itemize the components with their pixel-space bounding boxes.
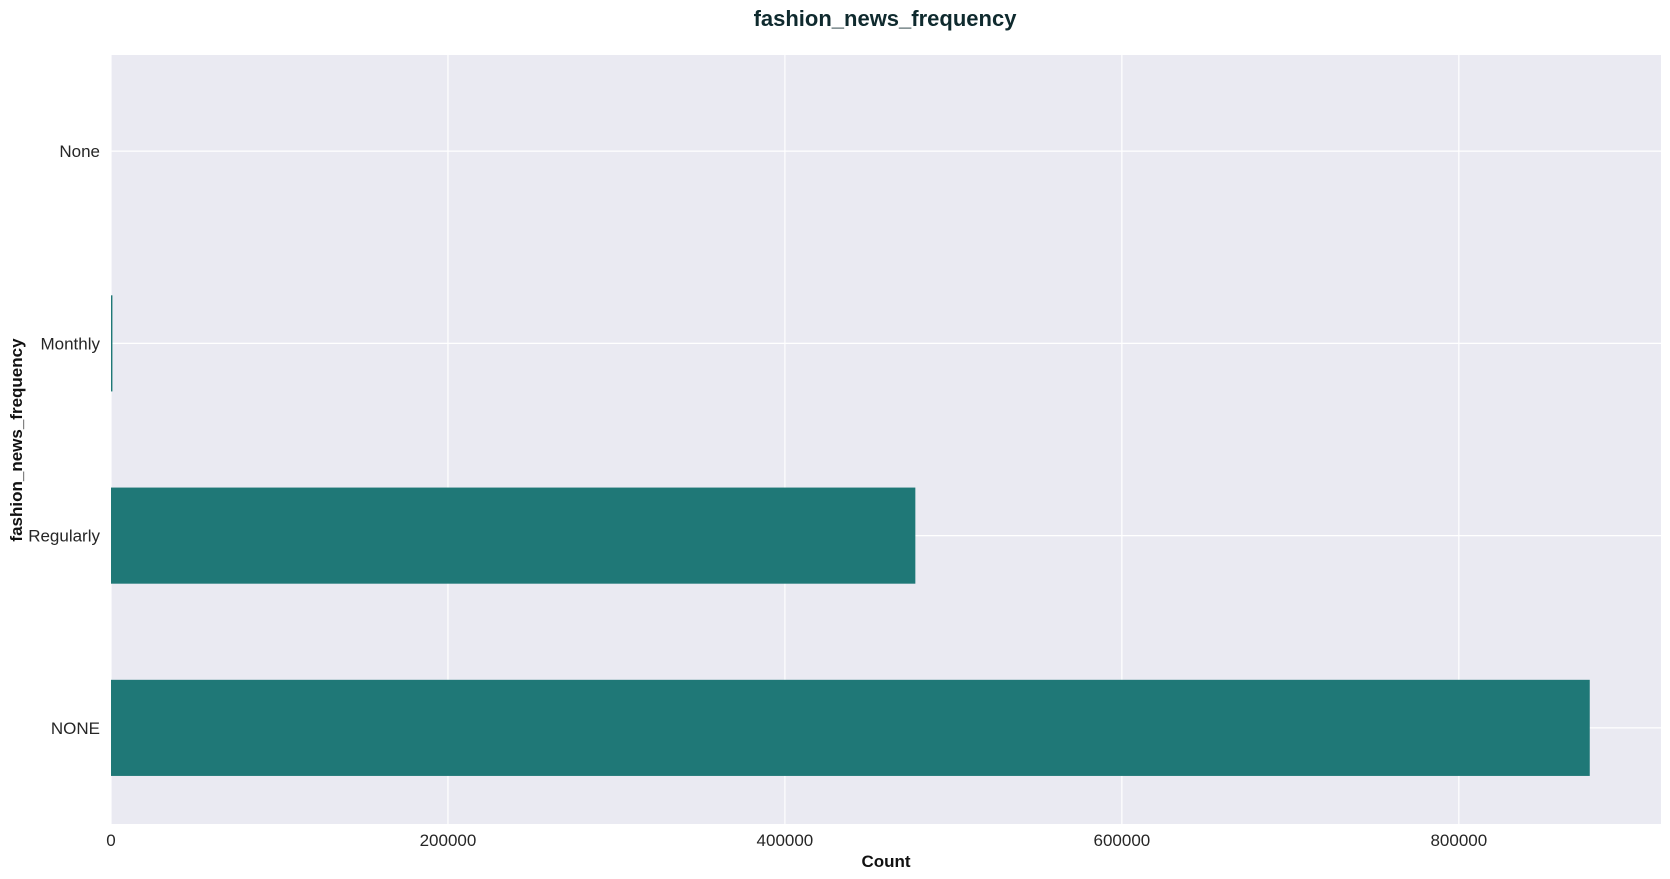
chart-title: fashion_news_frequency <box>754 6 1018 31</box>
x-tick-label: 800000 <box>1430 831 1487 850</box>
x-tick-label: 400000 <box>757 831 814 850</box>
bar-regularly <box>111 487 916 584</box>
bar-none <box>111 679 1590 776</box>
bar-monthly <box>111 295 113 392</box>
y-axis-title: fashion_news_frequency <box>7 338 26 542</box>
bars <box>111 103 1590 776</box>
x-axis-title: Count <box>861 852 910 871</box>
y-tick-label: Monthly <box>40 334 100 353</box>
x-tick-label: 600000 <box>1094 831 1151 850</box>
x-tick-label: 200000 <box>420 831 477 850</box>
y-tick-label: None <box>59 142 100 161</box>
x-tick-label: 0 <box>106 831 115 850</box>
y-tick-label: Regularly <box>28 527 100 546</box>
y-axis-ticks: None Monthly Regularly NONE <box>28 142 100 738</box>
y-tick-label: NONE <box>51 719 100 738</box>
x-axis-ticks: 0 200000 400000 600000 800000 <box>106 831 1487 850</box>
